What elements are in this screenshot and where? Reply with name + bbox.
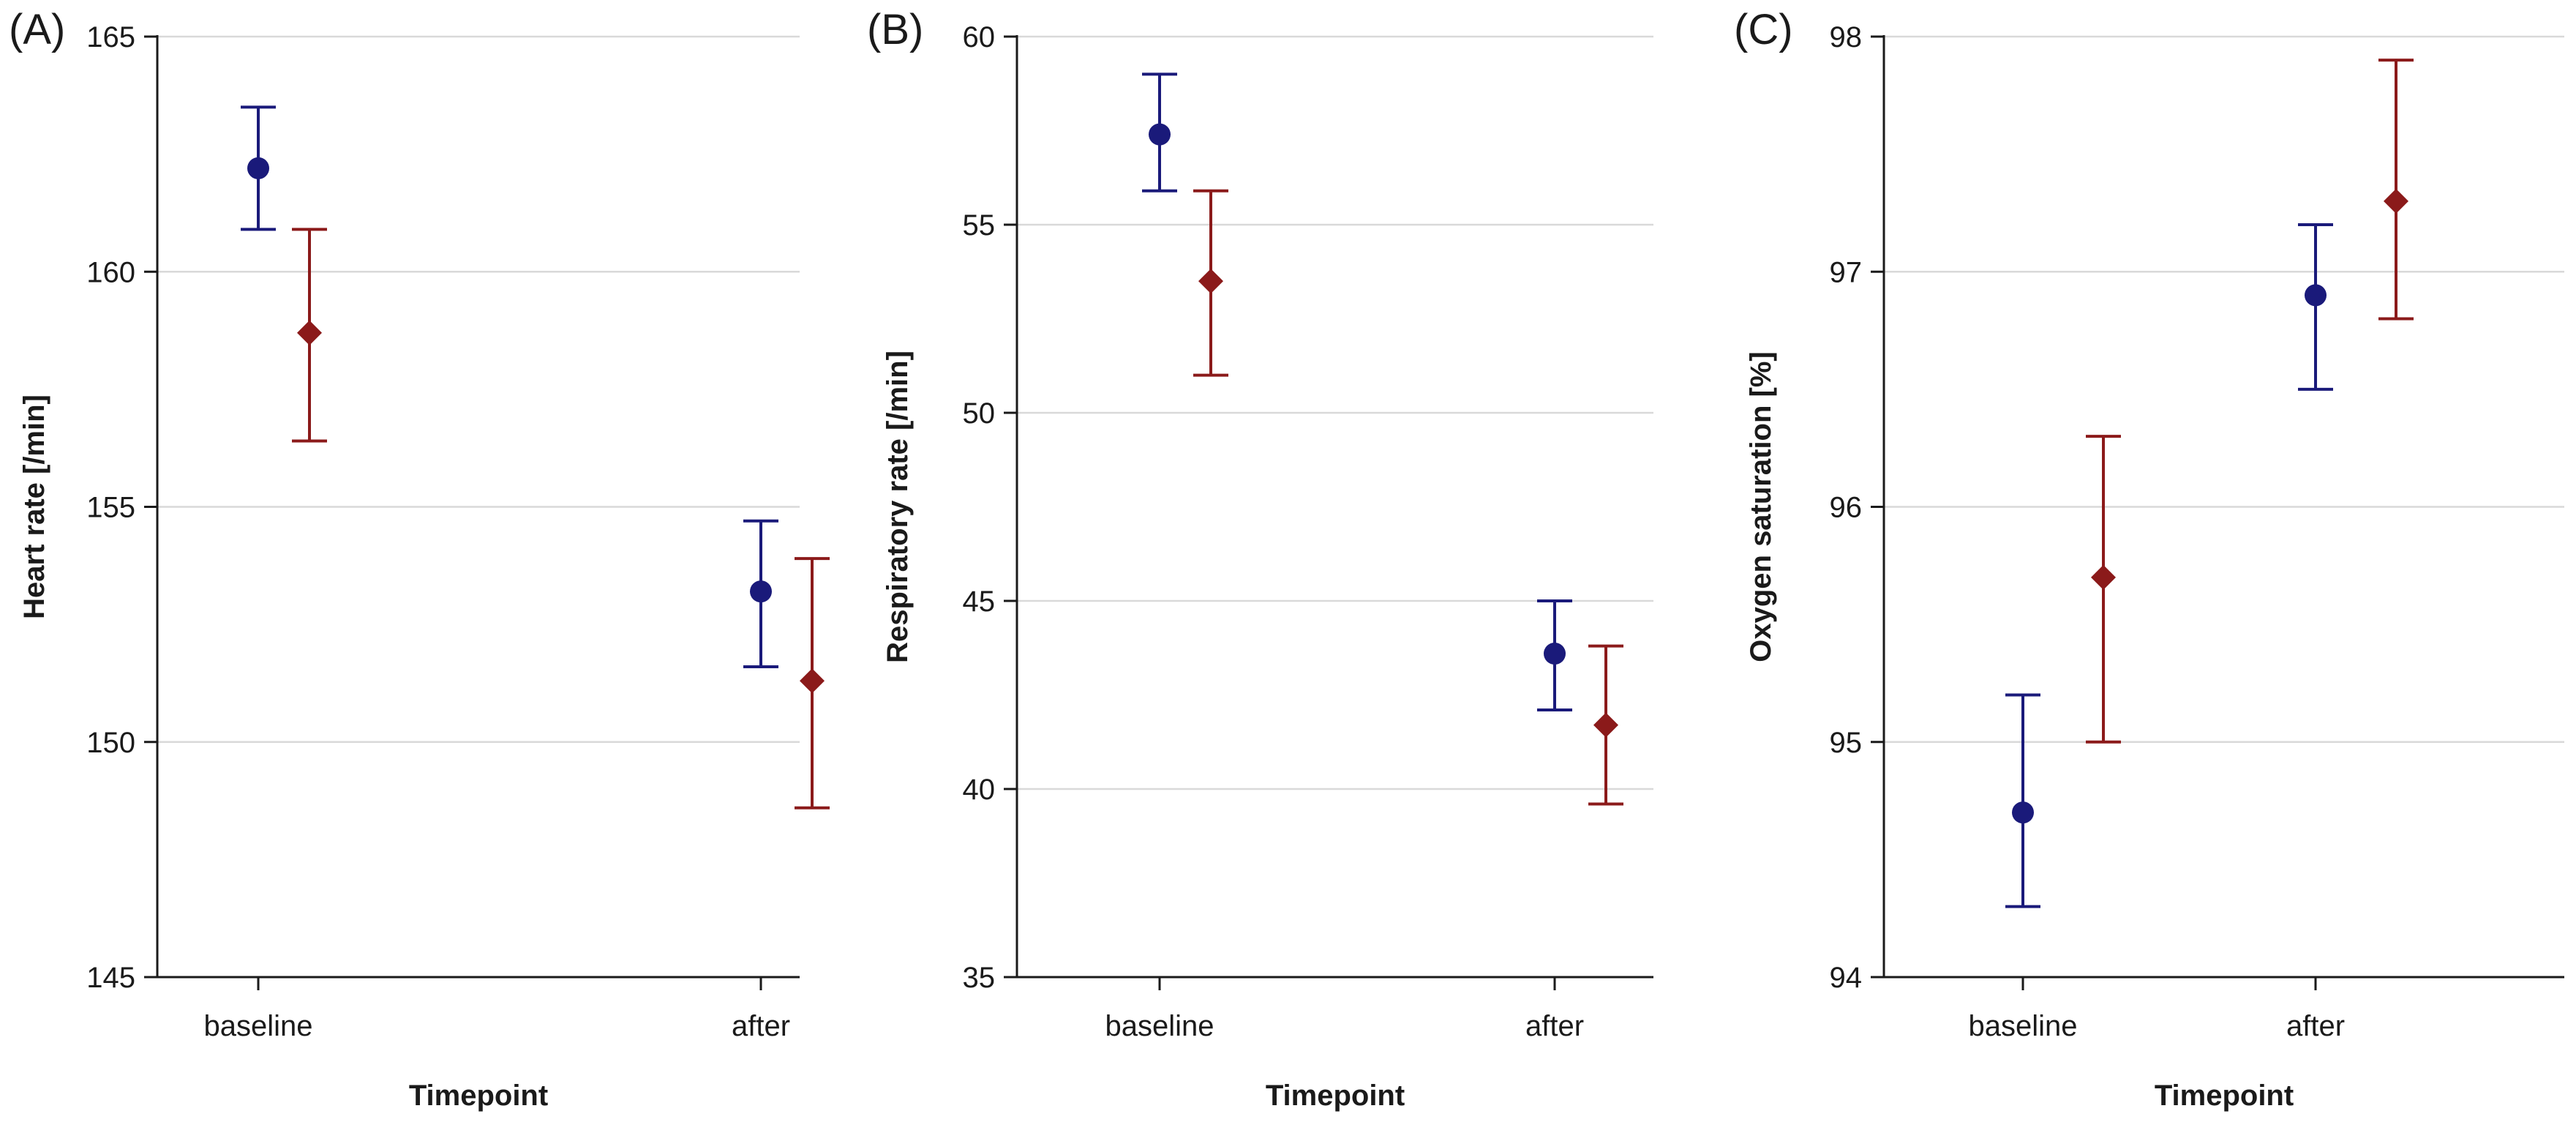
x-tick-label: after [732, 1010, 790, 1042]
y-tick-label: 40 [963, 774, 996, 806]
data-point-diamond [1198, 269, 1223, 294]
x-tick-label: baseline [1105, 1010, 1214, 1042]
y-tick-label: 97 [1830, 256, 1863, 288]
data-point-diamond [297, 320, 322, 345]
x-axis-title: Timepoint [409, 1080, 548, 1112]
panel-label: (B) [867, 6, 923, 53]
data-point-circle [1149, 123, 1171, 146]
y-tick-label: 94 [1830, 962, 1863, 994]
data-point-circle [2305, 284, 2327, 307]
data-point-diamond [2384, 188, 2408, 214]
y-tick-label: 50 [963, 397, 996, 430]
data-point-diamond [1593, 712, 1618, 738]
y-tick-label: 150 [86, 727, 135, 759]
y-tick-label: 145 [86, 962, 135, 994]
x-tick-label: after [1525, 1010, 1584, 1042]
data-point-circle [2012, 801, 2034, 824]
x-axis-title: Timepoint [2155, 1080, 2294, 1112]
y-tick-label: 60 [963, 21, 996, 53]
x-tick-label: after [2286, 1010, 2345, 1042]
y-axis-title: Respiratory rate [/min] [882, 351, 914, 663]
panel-label: (A) [9, 6, 65, 53]
y-axis-title: Oxygen saturation [%] [1745, 351, 1777, 662]
y-tick-label: 96 [1830, 492, 1863, 524]
y-tick-label: 155 [86, 492, 135, 524]
y-tick-label: 95 [1830, 727, 1863, 759]
y-tick-label: 165 [86, 21, 135, 53]
y-tick-label: 160 [86, 256, 135, 288]
data-point-circle [750, 580, 772, 603]
data-point-diamond [800, 668, 825, 694]
x-axis-title: Timepoint [1266, 1080, 1405, 1112]
data-point-circle [1544, 642, 1566, 665]
y-tick-label: 98 [1830, 21, 1863, 53]
x-tick-label: baseline [1968, 1010, 2077, 1042]
y-tick-label: 45 [963, 586, 996, 618]
data-point-diamond [2091, 564, 2116, 590]
panel-label: (C) [1734, 6, 1793, 53]
data-point-circle [247, 157, 269, 179]
x-tick-label: baseline [203, 1010, 312, 1042]
y-axis-title: Heart rate [/min] [18, 395, 50, 619]
y-tick-label: 55 [963, 209, 996, 242]
y-tick-label: 35 [963, 962, 996, 994]
